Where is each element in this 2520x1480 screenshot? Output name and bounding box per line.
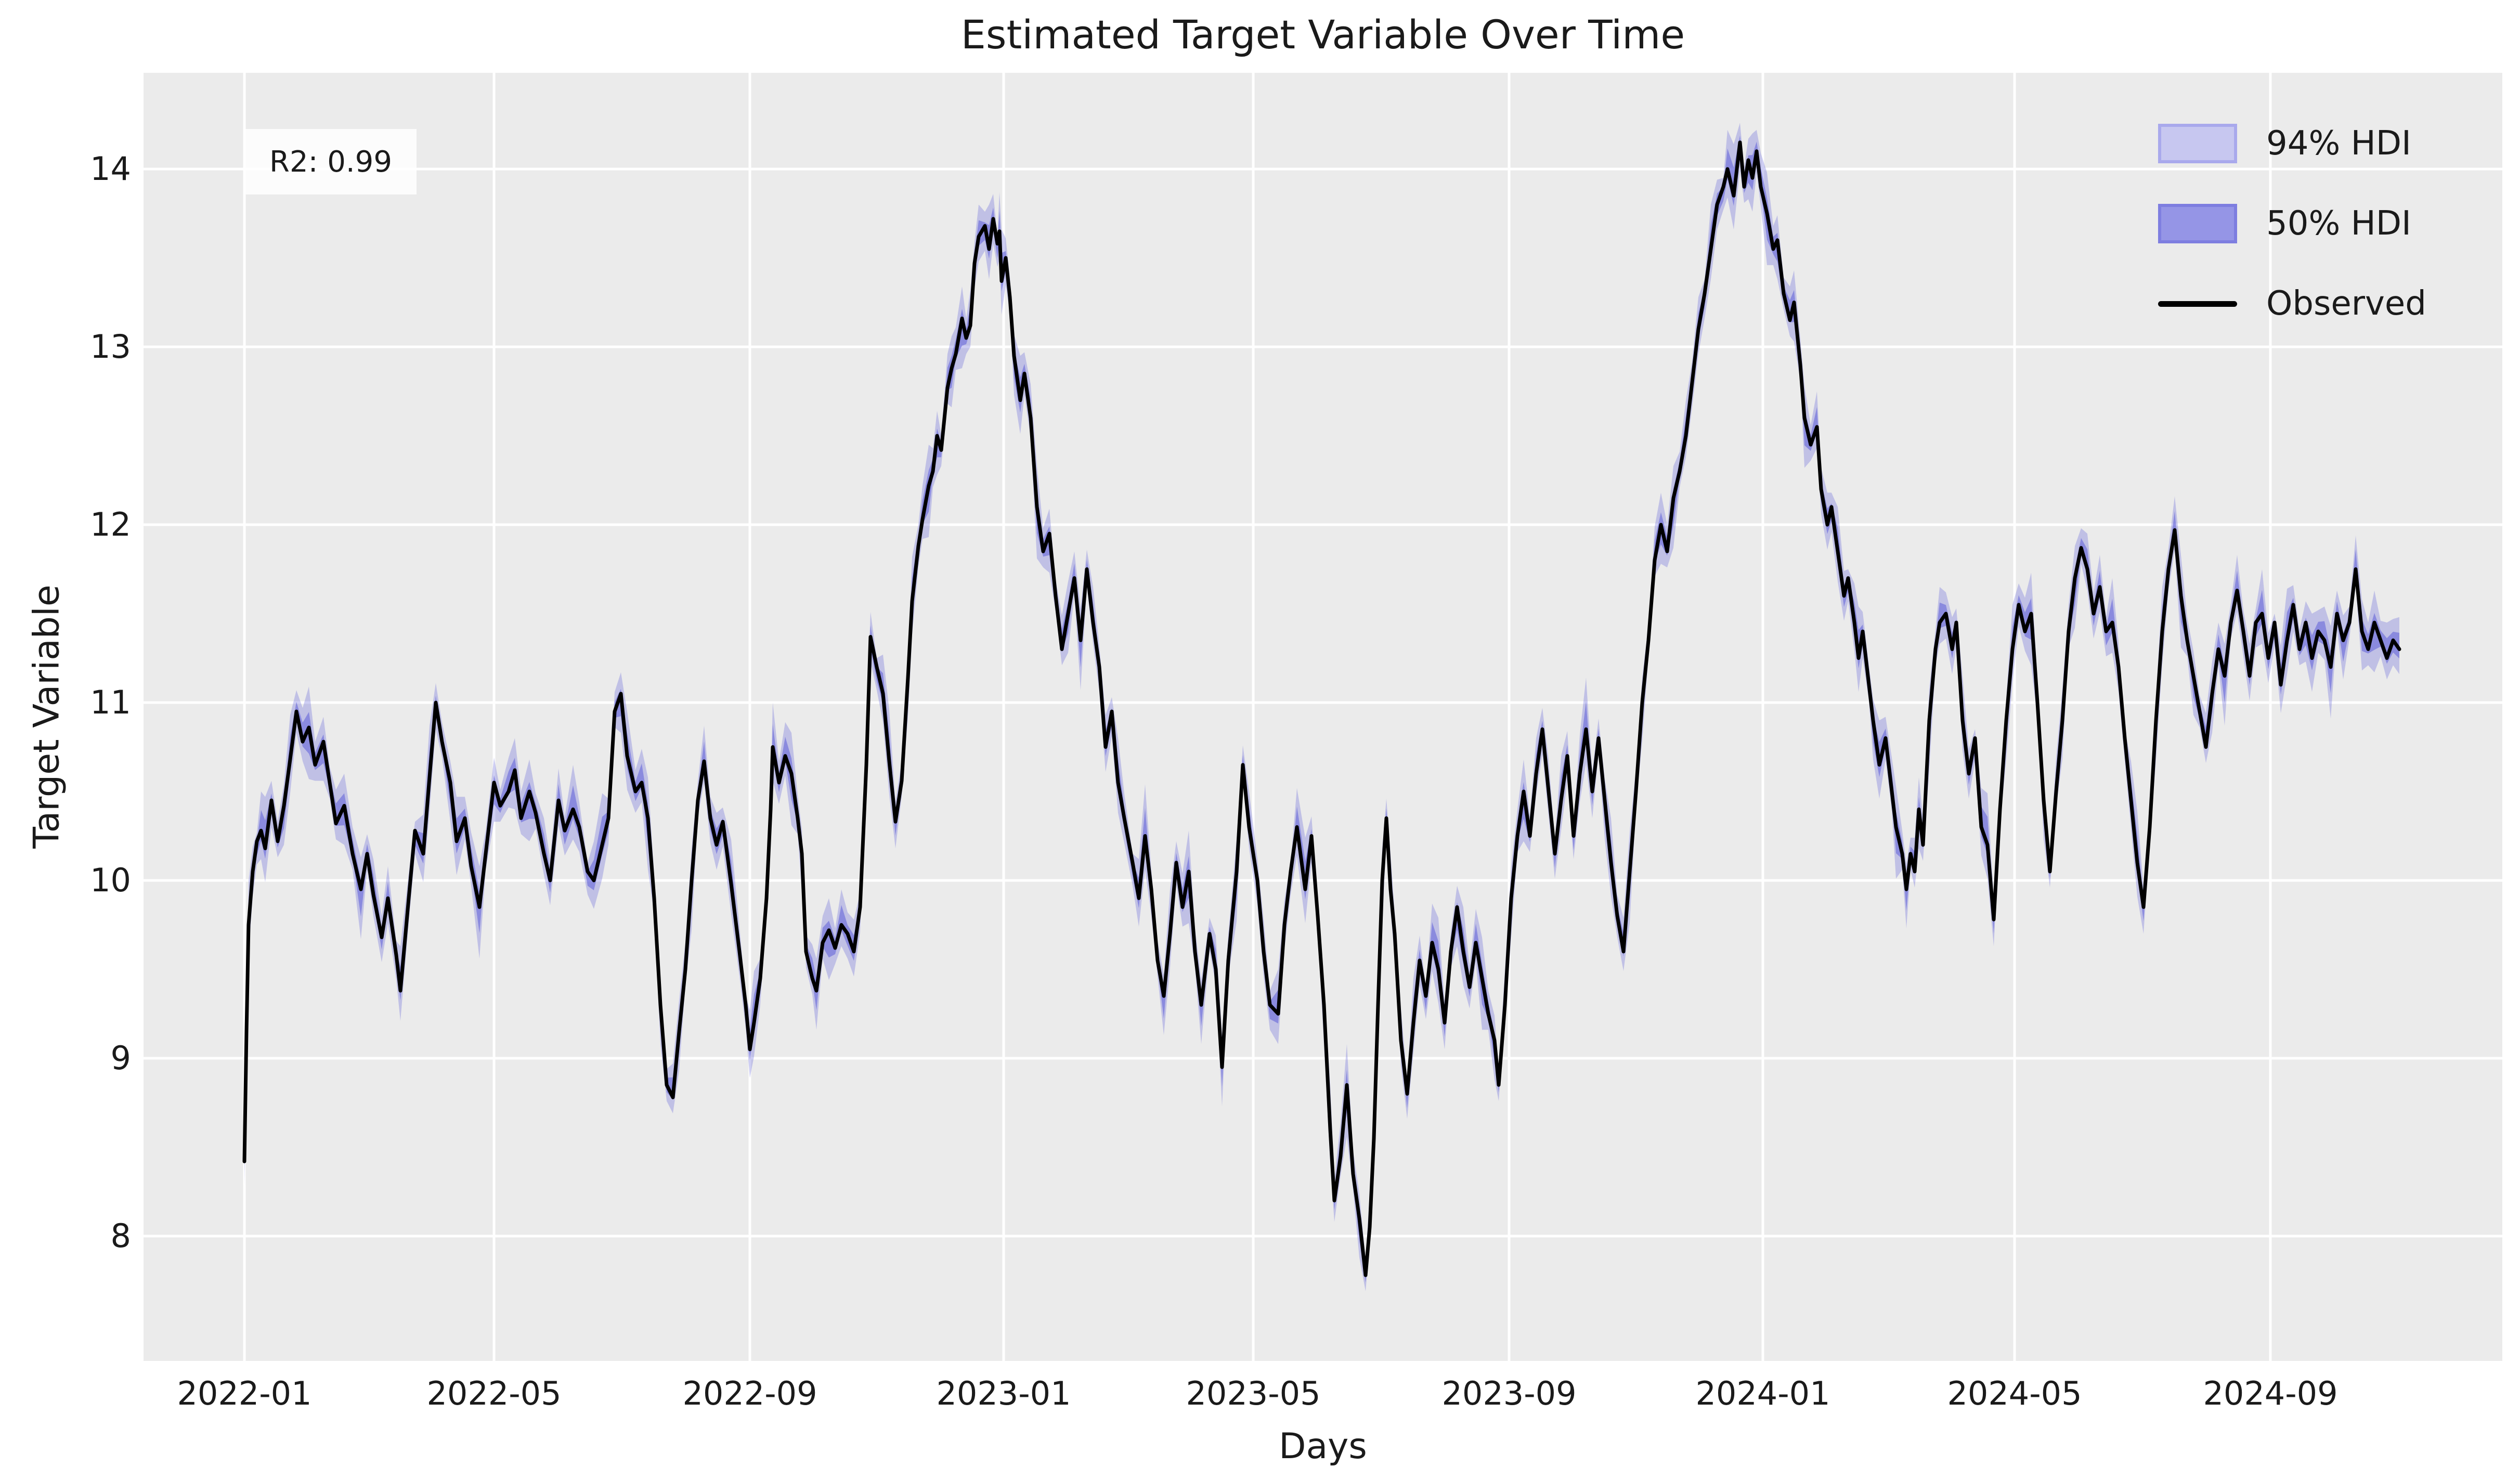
y-tick-label: 8 — [110, 1217, 131, 1255]
observed-line — [242, 140, 2401, 1277]
x-tick-label: 2024-05 — [1947, 1374, 2082, 1412]
legend-label-observed: Observed — [2266, 284, 2426, 323]
y-axis-label: Target Variable — [26, 585, 68, 849]
plot-area — [144, 73, 2502, 1361]
y-tick-label: 12 — [90, 505, 131, 543]
x-tick-label: 2024-09 — [2203, 1374, 2338, 1412]
legend-item-observed: Observed — [2158, 284, 2426, 323]
y-tick-label: 9 — [110, 1039, 131, 1077]
hdi94-swatch — [2158, 124, 2237, 163]
chart-title: Estimated Target Variable Over Time — [960, 11, 1685, 58]
y-tick-label: 10 — [90, 861, 131, 899]
r2-annotation-text: R2: 0.99 — [269, 145, 392, 179]
x-tick-label: 2022-01 — [177, 1374, 312, 1412]
legend: 94% HDI 50% HDI Observed — [2158, 124, 2426, 323]
legend-label-50-hdi: 50% HDI — [2266, 204, 2411, 243]
r2-annotation: R2: 0.99 — [245, 129, 417, 194]
hdi50-swatch — [2158, 204, 2237, 243]
legend-item-94-hdi: 94% HDI — [2158, 124, 2426, 163]
x-tick-label: 2023-05 — [1186, 1374, 1321, 1412]
x-tick-label: 2022-05 — [426, 1374, 562, 1412]
x-tick-label: 2022-09 — [682, 1374, 817, 1412]
y-tick-label: 11 — [90, 683, 131, 721]
x-axis-label: Days — [1279, 1426, 1367, 1467]
x-tick-label: 2023-09 — [1441, 1374, 1577, 1412]
legend-item-50-hdi: 50% HDI — [2158, 204, 2426, 243]
y-tick-label: 13 — [90, 328, 131, 366]
observed-line-swatch — [2158, 284, 2237, 323]
y-tick-label: 14 — [90, 150, 131, 188]
x-tick-label: 2023-01 — [936, 1374, 1071, 1412]
gridlines — [144, 73, 2502, 1361]
legend-label-94-hdi: 94% HDI — [2266, 124, 2411, 163]
x-tick-label: 2024-01 — [1695, 1374, 1830, 1412]
